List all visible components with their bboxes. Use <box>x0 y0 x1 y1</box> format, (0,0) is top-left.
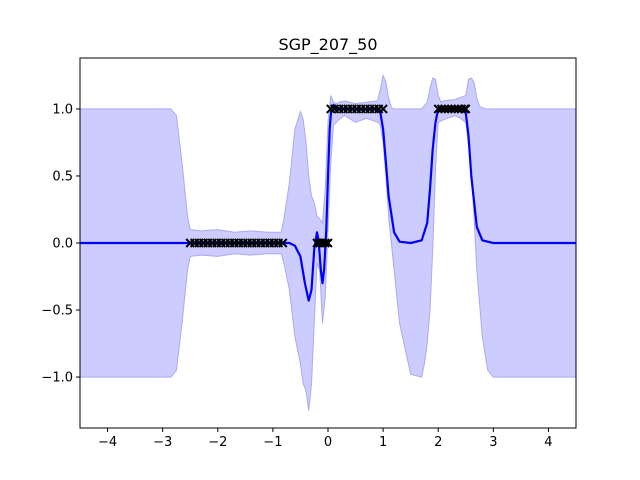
y-tick-label: 1.0 <box>52 102 73 117</box>
inducing-point-marker <box>378 104 388 114</box>
x-tick-label: −3 <box>153 435 172 450</box>
y-tick-label: 0.0 <box>52 237 73 252</box>
inducing-point-marker <box>323 238 333 248</box>
y-tick-label: −1.0 <box>41 371 73 386</box>
x-tick-label: 3 <box>489 435 497 450</box>
plot-area <box>80 73 576 411</box>
chart-title: SGP_207_50 <box>278 35 377 55</box>
inducing-point-marker <box>278 238 288 248</box>
y-tick-label: 0.5 <box>52 169 73 184</box>
x-tick-label: 0 <box>324 435 332 450</box>
x-tick-label: 2 <box>434 435 442 450</box>
x-tick-label: 4 <box>544 435 552 450</box>
x-tick-label: −1 <box>263 435 282 450</box>
inducing-point-marker <box>326 104 336 114</box>
x-tick-label: −2 <box>208 435 227 450</box>
y-tick-label: −0.5 <box>41 304 73 319</box>
x-tick-label: −4 <box>98 435 117 450</box>
ticks: −4 −3 −2 −1 0 1 2 3 4 −1.0 −0.5 0.0 0.5 1.0 <box>41 102 552 450</box>
inducing-point-marker <box>461 104 471 114</box>
inducing-point-marker <box>320 238 330 248</box>
x-tick-label: 1 <box>379 435 387 450</box>
